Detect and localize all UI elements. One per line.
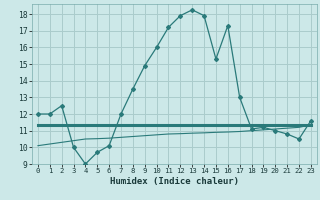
X-axis label: Humidex (Indice chaleur): Humidex (Indice chaleur) — [110, 177, 239, 186]
